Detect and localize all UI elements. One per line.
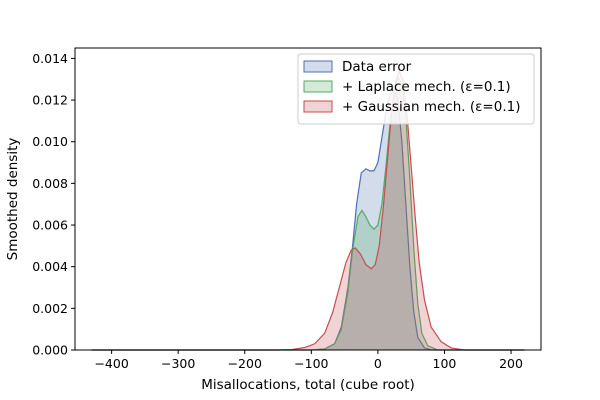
legend-label-3: + Gaussian mech. (ε=0.1) xyxy=(342,99,520,115)
density-areas xyxy=(91,69,525,351)
density-line-3 xyxy=(91,69,525,351)
x-tick-label: −100 xyxy=(294,356,328,371)
x-tick-label: −300 xyxy=(161,356,195,371)
density-fill-1 xyxy=(91,89,525,350)
legend-label-2: + Laplace mech. (ε=0.1) xyxy=(342,79,511,95)
y-tick-label: 0.008 xyxy=(32,176,68,191)
y-tick-label: 0.002 xyxy=(32,301,68,316)
y-tick-label: 0.012 xyxy=(32,93,68,108)
plot-frame xyxy=(74,47,542,351)
y-axis: 0.000 0.002 0.004 0.006 0.008 0.010 0.012 0.014 xyxy=(32,51,75,358)
x-tick-label: 0 xyxy=(374,356,382,371)
x-tick-label: 100 xyxy=(433,356,457,371)
density-fill-3 xyxy=(91,70,525,350)
x-axis: −400 −300 −200 −100 0 100 200 xyxy=(94,350,523,371)
legend-swatch-2 xyxy=(303,80,333,93)
y-tick-label: 0.004 xyxy=(32,259,68,274)
x-axis-label: Misallocations, total (cube root) xyxy=(201,377,415,393)
density-line-2 xyxy=(91,75,525,351)
x-tick-label: −200 xyxy=(228,356,262,371)
legend-swatch-1 xyxy=(303,60,333,73)
y-tick-label: 0.014 xyxy=(32,51,68,66)
legend-label-1: Data error xyxy=(342,59,412,75)
y-axis-label: Smoothed density xyxy=(5,138,21,261)
x-tick-label: −400 xyxy=(94,356,128,371)
legend-box xyxy=(297,53,535,125)
y-tick-label: 0.006 xyxy=(32,218,68,233)
legend-swatch-3 xyxy=(303,100,333,113)
y-tick-label: 0.000 xyxy=(32,343,68,358)
x-tick-label: 200 xyxy=(499,356,523,371)
legend: Data error + Laplace mech. (ε=0.1) + Gauss… xyxy=(297,53,535,125)
y-tick-label: 0.010 xyxy=(32,134,68,149)
density-line-1 xyxy=(91,88,525,351)
